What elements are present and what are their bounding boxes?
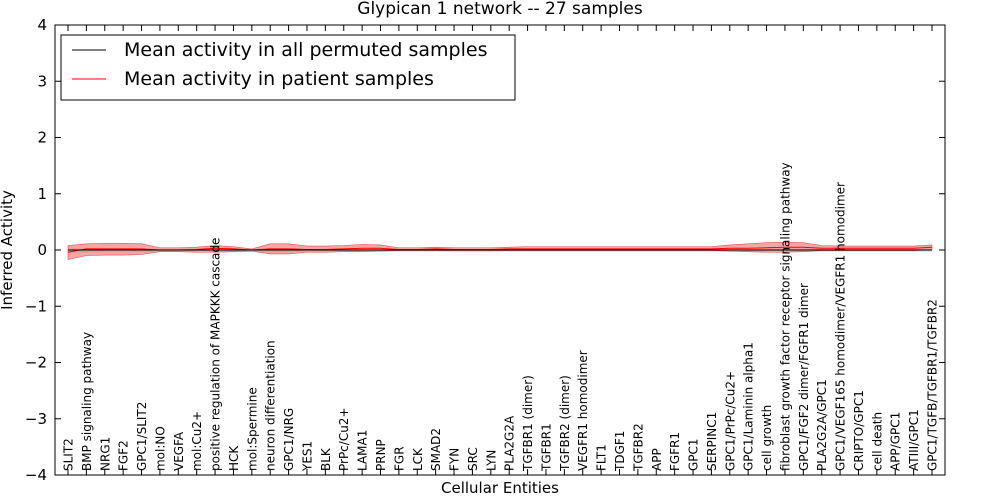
- legend-box: [60, 34, 516, 101]
- x-tick-label: TDGF1: [613, 431, 627, 472]
- legend: Mean activity in all permuted samples Mea…: [60, 34, 516, 101]
- x-tick-label: mol:Cu2+: [190, 411, 204, 471]
- x-tick-label: TGFBR1: [539, 423, 553, 472]
- y-tick-label: 1: [37, 185, 47, 203]
- x-tick-label: positive regulation of MAPKKK cascade: [209, 238, 223, 471]
- x-tick-label: FGR: [392, 446, 406, 471]
- x-tick-label: FLT1: [595, 444, 609, 471]
- x-tick-label: SMAD2: [429, 428, 443, 471]
- y-tick-label: 0: [37, 241, 47, 259]
- x-tick-label: VEGFA: [172, 431, 186, 471]
- x-tick-label: cell death: [870, 412, 884, 471]
- x-tick-label: YES1: [300, 441, 314, 472]
- legend-label: Mean activity in patient samples: [124, 68, 434, 90]
- x-tick-label: LCK: [411, 447, 425, 471]
- x-tick-label: TGFBR2: [631, 423, 645, 472]
- x-tick-label: cell growth: [760, 405, 774, 471]
- x-axis-label: Cellular Entities: [441, 479, 559, 497]
- patient-samples-line: [67, 246, 933, 253]
- x-tick-label: SRC: [466, 447, 480, 471]
- x-tick-label: fibroblast growth factor receptor signal…: [778, 162, 792, 471]
- x-tick-label: GPC1: [687, 438, 701, 471]
- x-tick-label: PRNP: [374, 439, 388, 471]
- x-tick-label: GPC1/PrPc/Cu2+: [723, 371, 737, 471]
- x-tick-label: GPC1/FGF2 dimer/FGFR1 dimer: [797, 283, 811, 471]
- x-tick-label: SERPINC1: [705, 412, 719, 471]
- x-tick-label: GPC1/VEGF165 homodimer/VEGFR1 homodimer: [834, 182, 848, 471]
- x-tick-label: TGFBR1 (dimer): [521, 375, 535, 472]
- x-tick-label: NRG1: [98, 437, 112, 471]
- x-tick-label: VEGFR1 homodimer: [576, 350, 590, 471]
- x-tick-label: APP/GPC1: [889, 412, 903, 471]
- x-tick-label: APP: [650, 448, 664, 471]
- y-tick-label: 3: [37, 72, 47, 90]
- x-tick-label: mol:NO: [153, 426, 167, 471]
- y-tick-label: 4: [37, 16, 47, 34]
- x-tick-label: BLK: [319, 447, 333, 471]
- y-tick-label: −4: [25, 466, 47, 484]
- x-tick-label: SLIT2: [62, 438, 76, 471]
- y-axis-label: Inferred Activity: [0, 190, 16, 310]
- x-tick-label: ATIII/GPC1: [907, 409, 921, 471]
- plot-area: [67, 241, 933, 260]
- x-tick-label: mol:Spermine: [245, 387, 259, 471]
- x-tick-label: CRIPTO/GPC1: [852, 390, 866, 471]
- x-tick-label: GPC1/TGFB/TGFBR1/TGFBR2: [926, 299, 940, 471]
- x-tick-label: PLA2G2A: [503, 415, 517, 471]
- x-tick-label: PLA2G2A/GPC1: [815, 379, 829, 471]
- x-tick-label: FYN: [448, 448, 462, 471]
- chart-title: Glypican 1 network -- 27 samples: [357, 0, 643, 19]
- y-tick-label: −2: [25, 354, 47, 372]
- y-tick-label: −3: [25, 410, 47, 428]
- x-tick-label: LYN: [484, 450, 498, 471]
- x-tick-label: FGF2: [117, 440, 131, 471]
- x-tick-label: TGFBR2 (dimer): [558, 375, 572, 472]
- x-tick-label: BMP signaling pathway: [80, 332, 94, 471]
- x-tick-label: GPC1/NRG: [282, 408, 296, 471]
- x-tick-label: HCK: [227, 445, 241, 471]
- y-tick-label: 2: [37, 129, 47, 147]
- x-tick-label: LAMA1: [356, 430, 370, 471]
- y-tick-label: −1: [25, 297, 47, 315]
- patient-samples-band: [67, 241, 933, 260]
- x-tick-label: GPC1/Laminin alpha1: [742, 342, 756, 471]
- x-tick-label: FGFR1: [668, 432, 682, 471]
- legend-label: Mean activity in all permuted samples: [124, 39, 487, 61]
- x-tick-label: PrPc/Cu2+: [337, 407, 351, 471]
- x-tick-label: GPC1/SLIT2: [135, 402, 149, 471]
- x-tick-label: neuron differentiation: [264, 340, 278, 471]
